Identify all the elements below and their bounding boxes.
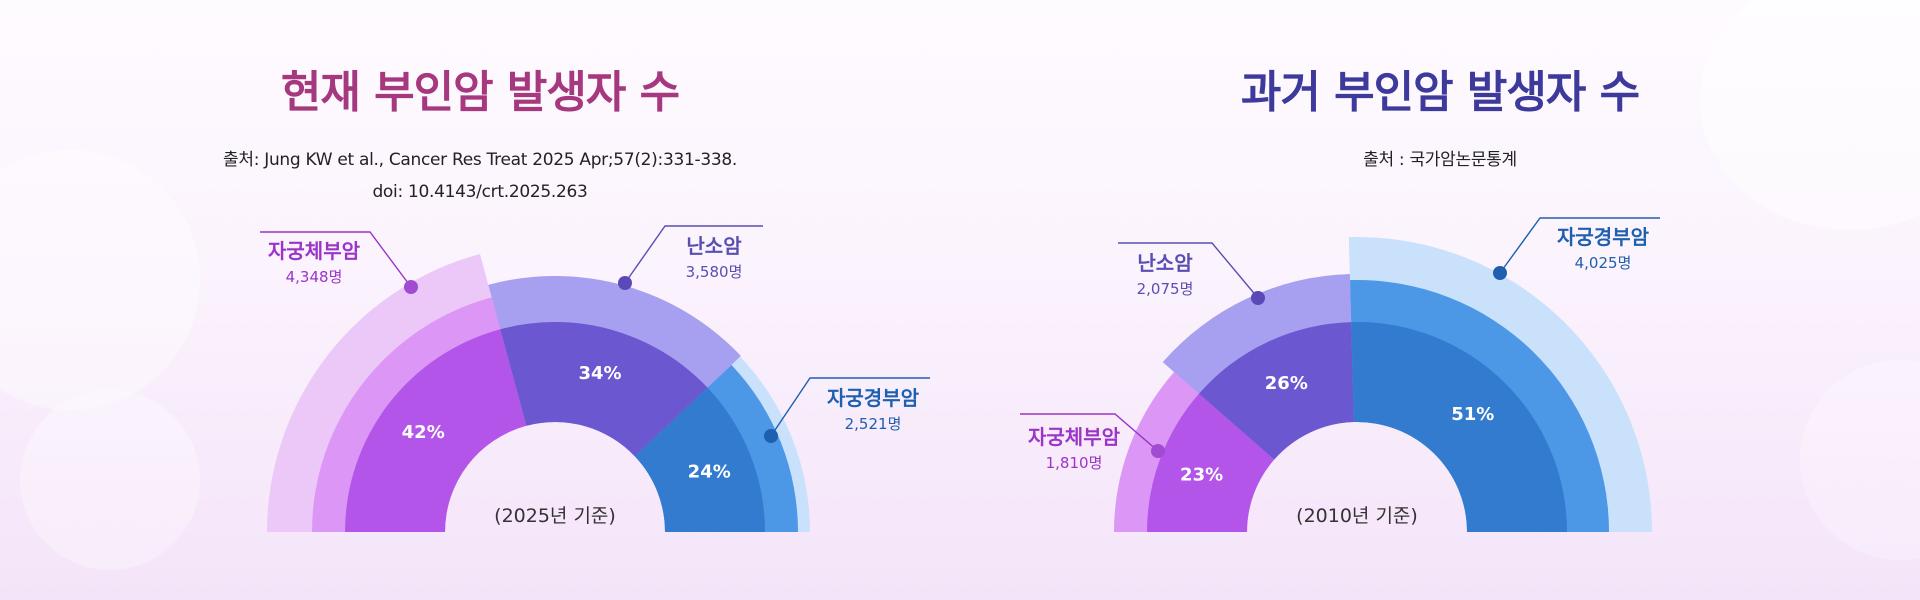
current-source: 출처: Jung KW et al., Cancer Res Treat 202… <box>0 144 960 208</box>
category-label-1: 자궁체부암 <box>1028 425 1121 449</box>
value-label-3: 4,025명 <box>1575 254 1632 272</box>
callout-dot-2 <box>618 276 632 290</box>
past-source-line-1: 출처 : 국가암논문통계 <box>1363 150 1517 170</box>
past-panel: 과거 부인암 발생자 수 출처 : 국가암논문통계 23% 26% 51% 자궁체부암… <box>960 0 1920 600</box>
past-title: 과거 부인암 발생자 수 <box>1240 67 1640 118</box>
value-label-2: 2,075명 <box>1137 280 1194 298</box>
segment-inner-3 <box>634 387 765 532</box>
percent-label-2: 26% <box>1265 373 1308 394</box>
current-source-line-2: doi: 10.4143/crt.2025.263 <box>372 182 588 202</box>
category-label-3: 자궁경부암 <box>827 386 920 410</box>
callout-dot-1 <box>404 280 418 294</box>
callout-line-2 <box>624 225 763 284</box>
value-label-3: 2,521명 <box>845 415 902 433</box>
segment-inner-3 <box>1351 322 1567 532</box>
center-year-label: (2025년 기준) <box>494 505 616 527</box>
current-source-line-1: 출처: Jung KW et al., Cancer Res Treat 202… <box>223 150 737 170</box>
past-semi-donut-chart: 23% 26% 51% 자궁체부암 1,810명 난소암 2,075명 자궁경부암 4,025명… <box>1020 217 1660 532</box>
callout-dot-1 <box>1151 444 1165 458</box>
current-panel: 현재 부인암 발생자 수 출처: Jung KW et al., Cancer … <box>0 67 960 533</box>
value-label-1: 4,348명 <box>286 268 343 286</box>
current-title: 현재 부인암 발생자 수 <box>280 67 680 118</box>
segment-inner-2 <box>1198 322 1354 460</box>
callout-line-1 <box>260 231 412 288</box>
percent-label-1: 23% <box>1180 465 1223 486</box>
callout-dot-3 <box>764 429 778 443</box>
percent-label-2: 34% <box>578 363 621 384</box>
segment-inner-2 <box>500 321 708 457</box>
value-label-1: 1,810명 <box>1046 454 1103 472</box>
callout-line-1 <box>1020 413 1159 452</box>
category-label-1: 자궁체부암 <box>268 239 361 263</box>
category-label-2: 난소암 <box>686 234 742 258</box>
segment-inner-1 <box>345 329 527 532</box>
callout-line-3 <box>770 377 930 437</box>
callout-dot-2 <box>1251 291 1265 305</box>
center-year-label: (2010년 기준) <box>1296 505 1418 527</box>
category-label-3: 자궁경부암 <box>1557 225 1650 249</box>
segment-inner-1 <box>1147 393 1275 532</box>
percent-label-1: 42% <box>402 422 445 443</box>
callout-line-3 <box>1499 217 1660 274</box>
callout-line-2 <box>1118 242 1259 299</box>
percent-label-3: 51% <box>1451 404 1494 425</box>
callout-dot-3 <box>1493 266 1507 280</box>
past-source: 출처 : 국가암논문통계 <box>960 144 1920 176</box>
percent-label-3: 24% <box>688 462 731 483</box>
value-label-2: 3,580명 <box>686 263 743 281</box>
category-label-2: 난소암 <box>1137 251 1193 275</box>
